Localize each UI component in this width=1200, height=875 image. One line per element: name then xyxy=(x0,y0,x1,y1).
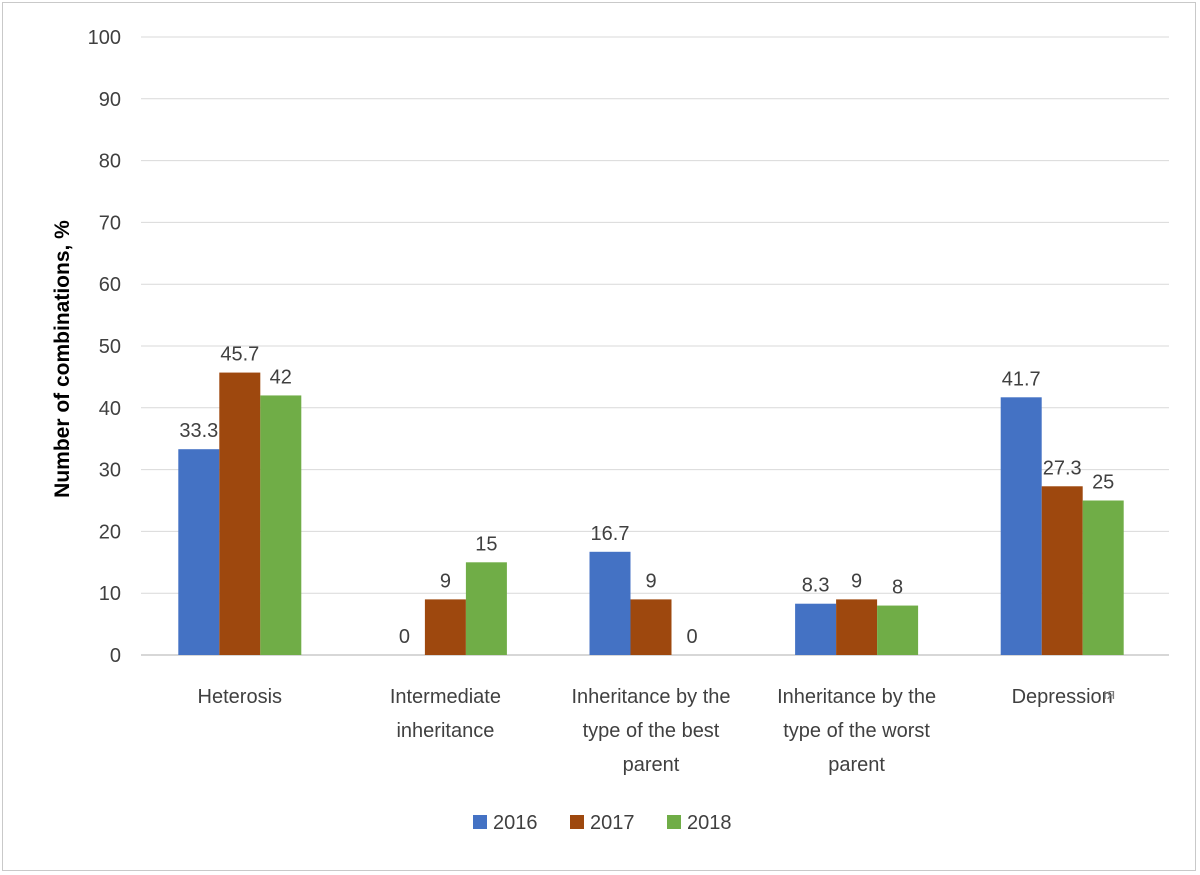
data-label: 9 xyxy=(645,570,656,592)
data-label: 0 xyxy=(399,626,410,648)
data-label: 45.7 xyxy=(220,344,259,366)
gridlines xyxy=(141,36,1169,656)
data-label: 25 xyxy=(1092,472,1114,494)
data-label: 42 xyxy=(270,366,292,388)
category-label-line: Depression xyxy=(1012,686,1113,708)
category-label-line: Inheritance by the xyxy=(777,686,936,708)
y-tick-label: 90 xyxy=(99,89,121,111)
y-tick-label: 40 xyxy=(99,398,121,420)
bar-2017-1 xyxy=(424,599,466,655)
legend-label: 2018 xyxy=(687,812,732,834)
bars xyxy=(178,372,1124,655)
category-label: Heterosis xyxy=(198,686,282,708)
data-label: 33.3 xyxy=(179,420,218,442)
y-tick-label: 50 xyxy=(99,336,121,358)
bar-2016-4 xyxy=(1000,397,1042,655)
category-label-line: parent xyxy=(623,754,680,776)
bar-2018-4 xyxy=(1082,500,1124,655)
bar-2018-0 xyxy=(260,395,302,655)
legend: 2016 2017 2018 xyxy=(473,812,732,834)
data-label: 15 xyxy=(475,533,497,555)
y-tick-label: 70 xyxy=(99,212,121,234)
category-label-line: Heterosis xyxy=(198,686,282,708)
legend-swatch-2018 xyxy=(667,815,681,829)
data-label: 41.7 xyxy=(1002,368,1041,390)
legend-label: 2016 xyxy=(493,812,538,834)
data-label: 27.3 xyxy=(1043,457,1082,479)
category-label: Inheritance by the type of the best parent xyxy=(572,686,731,776)
bar-2016-2 xyxy=(589,551,631,655)
y-tick-label: 10 xyxy=(99,583,121,605)
category-label: Inheritance by the type of the worst paren… xyxy=(777,686,936,776)
category-label: Intermediate inheritance xyxy=(390,686,501,742)
category-label-line: type of the worst xyxy=(783,720,930,742)
data-label: 16.7 xyxy=(591,523,630,545)
bar-2017-3 xyxy=(836,599,878,655)
y-tick-label: 60 xyxy=(99,274,121,296)
category-label-line: Intermediate xyxy=(390,686,501,708)
bar-2017-4 xyxy=(1041,486,1083,655)
category-labels: Heterosis Intermediate inheritance Inherita… xyxy=(198,686,1113,776)
data-label: 0 xyxy=(686,626,697,648)
bar-2018-3 xyxy=(877,605,919,655)
legend-label: 2017 xyxy=(590,812,635,834)
y-tick-label: 100 xyxy=(88,27,121,49)
data-label: 9 xyxy=(851,570,862,592)
legend-swatch-2017 xyxy=(570,815,584,829)
category-label: Depression xyxy=(1012,686,1113,708)
y-tick-label: 20 xyxy=(99,521,121,543)
category-label-line: parent xyxy=(828,754,885,776)
bar-2016-3 xyxy=(795,603,837,655)
data-labels: 33.3 45.7 42 0 9 15 16.7 9 0 8.3 9 8 41.7 27.3 25 xyxy=(179,344,1114,648)
bar-2016-0 xyxy=(178,449,220,655)
stray-annotation: ıя xyxy=(1103,686,1115,703)
legend-swatch-2016 xyxy=(473,815,487,829)
bar-2017-0 xyxy=(219,372,261,655)
data-label: 8 xyxy=(892,577,903,599)
bar-2018-1 xyxy=(465,562,507,655)
category-label-line: type of the best xyxy=(583,720,720,742)
data-label: 8.3 xyxy=(802,575,830,597)
y-axis-ticks: 0 10 20 30 40 50 60 70 80 90 100 xyxy=(88,27,121,667)
y-tick-label: 80 xyxy=(99,151,121,173)
y-tick-label: 30 xyxy=(99,460,121,482)
bar-2017-2 xyxy=(630,599,672,655)
category-label-line: Inheritance by the xyxy=(572,686,731,708)
data-label: 9 xyxy=(440,570,451,592)
y-axis-title: Number of combinations, % xyxy=(51,220,74,498)
category-label-line: inheritance xyxy=(396,720,494,742)
y-tick-label: 0 xyxy=(110,645,121,667)
